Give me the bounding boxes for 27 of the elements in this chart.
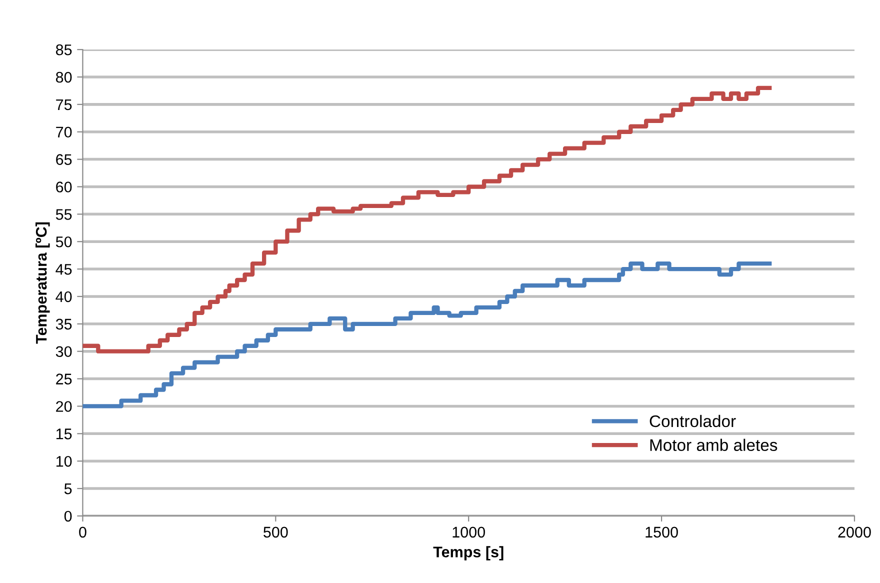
legend-label: Motor amb aletes: [650, 438, 778, 452]
x-tick-label: 500: [264, 526, 288, 538]
y-tick-label: 55: [56, 209, 72, 220]
y-tick-label: 40: [56, 291, 72, 302]
y-tick-label: 0: [64, 510, 72, 522]
y-tick-label: 70: [56, 126, 72, 138]
y-tick-label: 20: [56, 401, 72, 412]
y-tick-label: 25: [56, 374, 72, 384]
y-tick-label: 30: [56, 346, 72, 358]
y-tick-label: 45: [56, 264, 72, 275]
y-tick-label: 85: [56, 44, 72, 56]
y-tick-label: 35: [56, 318, 72, 330]
y-tick-label: 75: [56, 99, 72, 110]
y-axis-title: Temperatura [ºC]: [36, 222, 50, 344]
y-tick-label: 15: [56, 428, 72, 440]
x-tick-label: 0: [79, 526, 86, 538]
y-tick-label: 10: [56, 456, 72, 467]
legend-label: Controlador: [650, 414, 736, 428]
x-tick-label: 2000: [838, 526, 871, 538]
y-tick-label: 5: [64, 484, 72, 494]
y-tick-label: 65: [56, 154, 72, 165]
y-tick-label: 60: [56, 182, 72, 192]
x-axis-title: Temps [s]: [433, 546, 504, 560]
y-tick-label: 80: [56, 72, 72, 83]
x-tick-label: 1000: [452, 526, 485, 538]
y-tick-label: 50: [56, 236, 72, 248]
x-tick-label: 1500: [646, 526, 678, 538]
